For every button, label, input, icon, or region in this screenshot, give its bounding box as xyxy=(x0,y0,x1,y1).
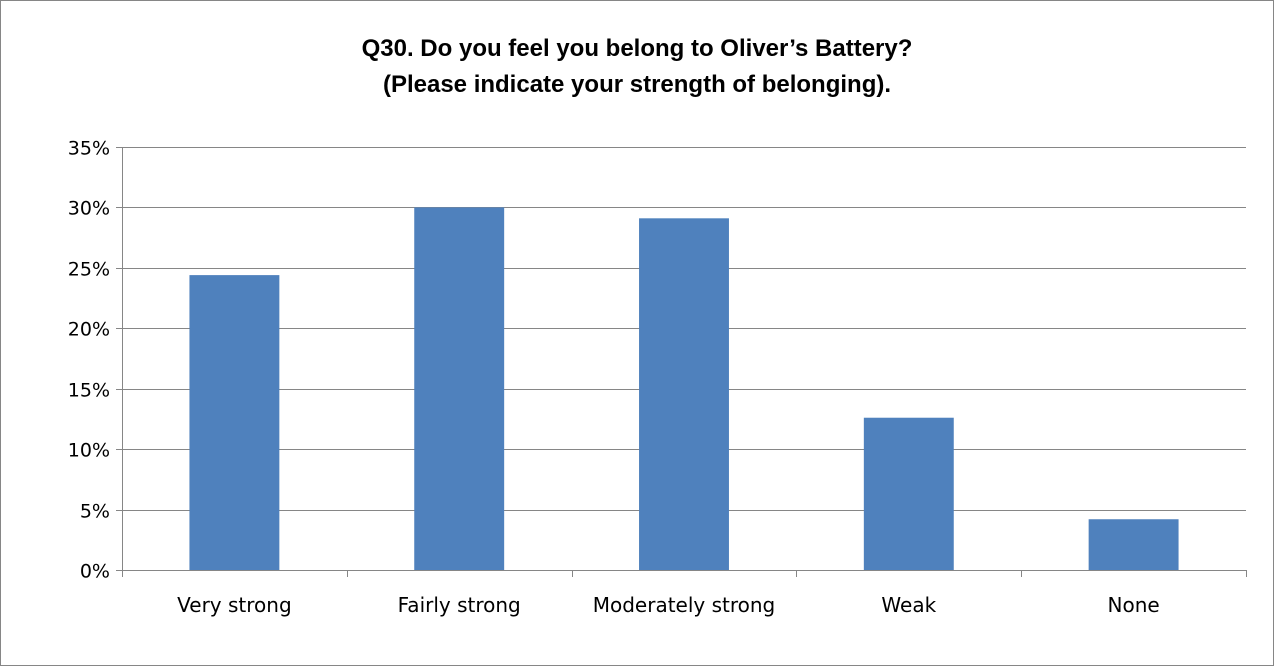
bars xyxy=(189,207,1179,570)
bar-none xyxy=(1088,519,1179,570)
y-tick-label-30: 30% xyxy=(68,198,110,220)
y-tick-label-5: 5% xyxy=(80,501,110,523)
y-tick-label-15: 15% xyxy=(68,380,110,402)
bar-moderately-strong xyxy=(639,218,729,570)
x-category-label-very-strong: Very strong xyxy=(177,593,292,617)
x-category-label-fairly-strong: Fairly strong xyxy=(398,593,521,617)
x-category-label-none: None xyxy=(1108,593,1160,617)
bar-very-strong xyxy=(189,275,280,570)
y-tick-label-10: 10% xyxy=(68,440,110,462)
y-tick-label-0: 0% xyxy=(80,561,110,583)
bar-fairly-strong xyxy=(414,207,505,570)
axes xyxy=(116,147,1247,577)
chart-title-line-2: (Please indicate your strength of belong… xyxy=(383,71,891,98)
x-category-label-weak: Weak xyxy=(881,593,936,617)
bar-weak xyxy=(863,417,954,570)
x-category-label-moderately-strong: Moderately strong xyxy=(593,593,776,617)
axis-labels: 0% 5% 10% 15% 20% 25% 30% 35% Very strong Fairly … xyxy=(68,138,1160,618)
chart-title-line-1: Q30. Do you feel you belong to Oliver’s … xyxy=(362,35,913,62)
y-tick-label-35: 35% xyxy=(68,138,110,160)
y-tick-label-20: 20% xyxy=(68,319,110,341)
y-tick-label-25: 25% xyxy=(68,259,110,281)
